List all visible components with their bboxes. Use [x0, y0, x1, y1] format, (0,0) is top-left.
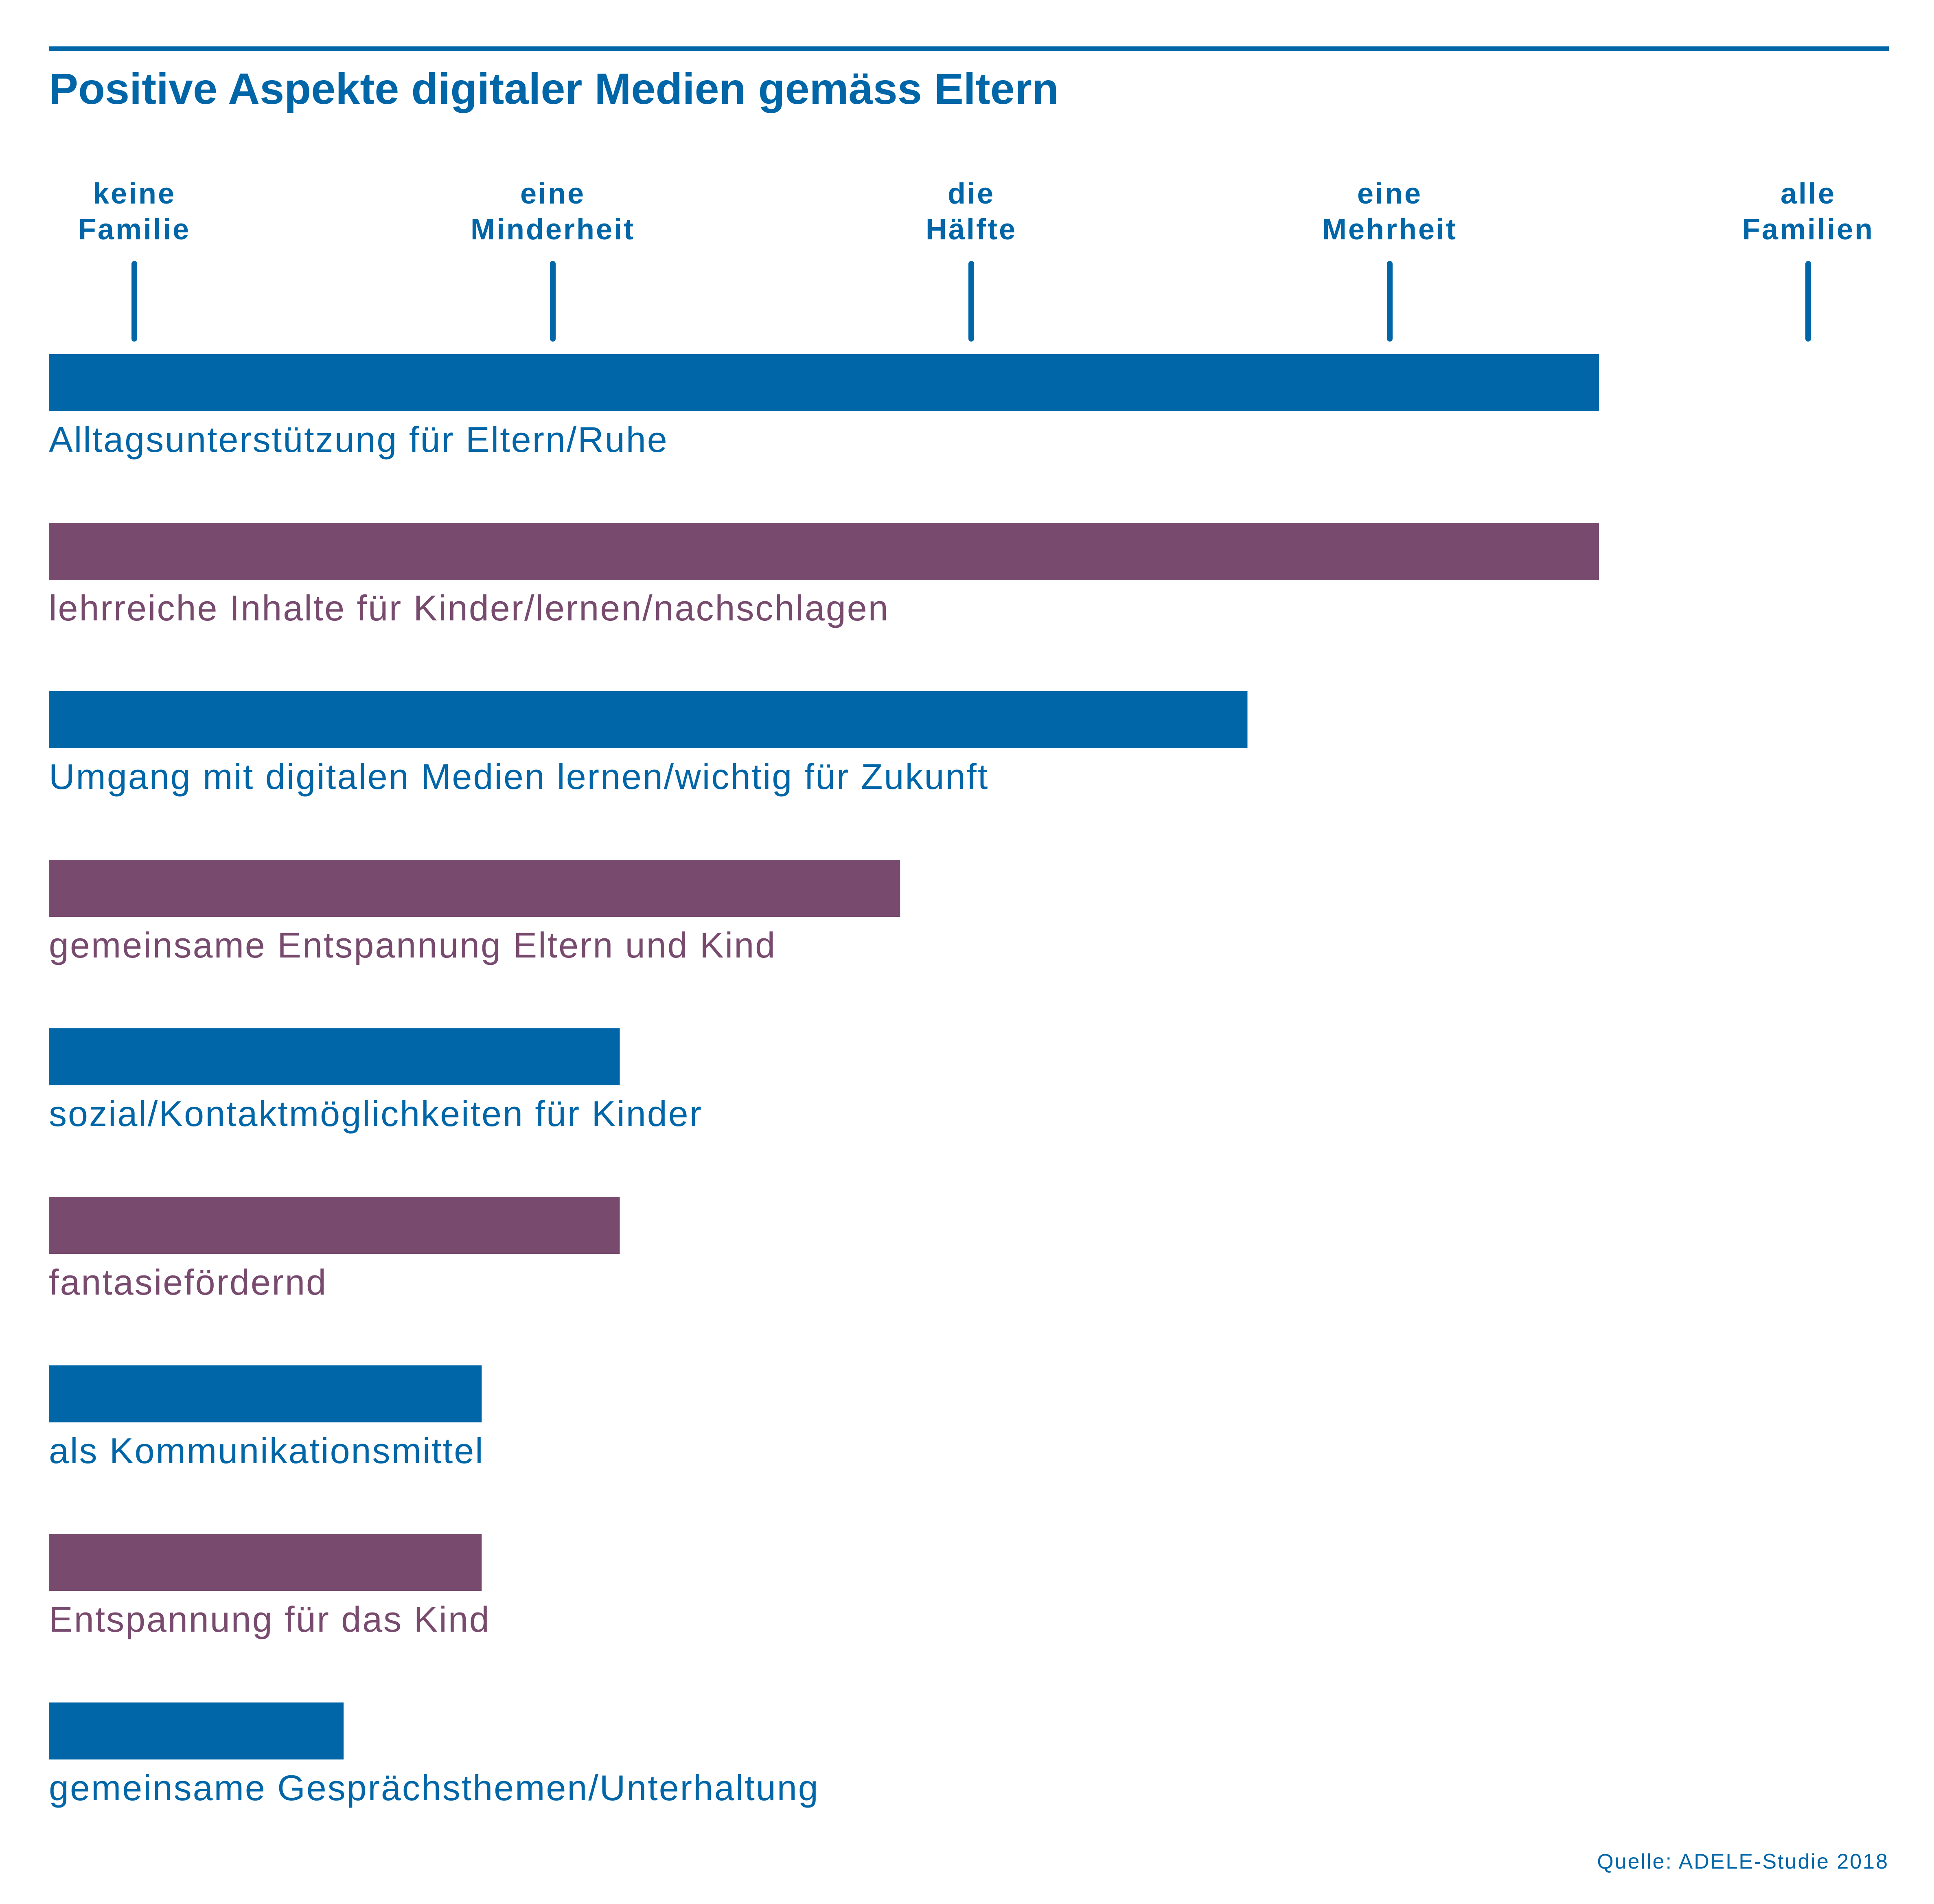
category-label: lehrreiche Inhalte für Kinder/lernen/nac… [49, 588, 889, 628]
category-label: gemeinsame Entspannung Eltern und Kind [49, 925, 776, 965]
bar [49, 1365, 482, 1422]
bar [49, 1197, 620, 1254]
scale-label-line: Familien [1742, 213, 1874, 246]
category-label: fantasiefördernd [49, 1262, 327, 1302]
category-label: Alltagsunterstützung für Eltern/Ruhe [49, 419, 668, 460]
scale-label-line: Minderheit [471, 213, 635, 246]
category-label: gemeinsame Gesprächsthemen/Unterhaltung [49, 1768, 819, 1808]
scale-label-line: Mehrheit [1322, 213, 1457, 246]
scale-label-line: alle [1781, 177, 1836, 210]
scale-label-line: keine [93, 177, 176, 210]
bar [49, 523, 1599, 580]
bar [49, 1702, 344, 1759]
scale-axis: keineFamilieeineMinderheitdieHälfteeineM… [78, 177, 1874, 342]
category-label: Entspannung für das Kind [49, 1599, 491, 1639]
bar [49, 860, 900, 917]
bar [49, 691, 1248, 748]
bars [49, 354, 1599, 1759]
bar [49, 1534, 482, 1591]
scale-label-line: eine [520, 177, 585, 210]
scale-label-line: Familie [78, 213, 191, 246]
source-note: Quelle: ADELE-Studie 2018 [1597, 1850, 1889, 1873]
scale-label-line: Hälfte [926, 213, 1017, 246]
scale-label-line: die [948, 177, 995, 210]
category-labels: Alltagsunterstützung für Eltern/Ruhe lehr… [49, 419, 989, 1808]
bar [49, 354, 1599, 411]
bar [49, 1028, 620, 1085]
category-label: sozial/Kontaktmöglichkeiten für Kinder [49, 1093, 703, 1134]
chart-title: Positive Aspekte digitaler Medien gemäss… [49, 64, 1059, 113]
category-label: als Kommunikationsmittel [49, 1431, 484, 1471]
category-label: Umgang mit digitalen Medien lernen/wicht… [49, 756, 989, 797]
scale-label-line: eine [1357, 177, 1422, 210]
